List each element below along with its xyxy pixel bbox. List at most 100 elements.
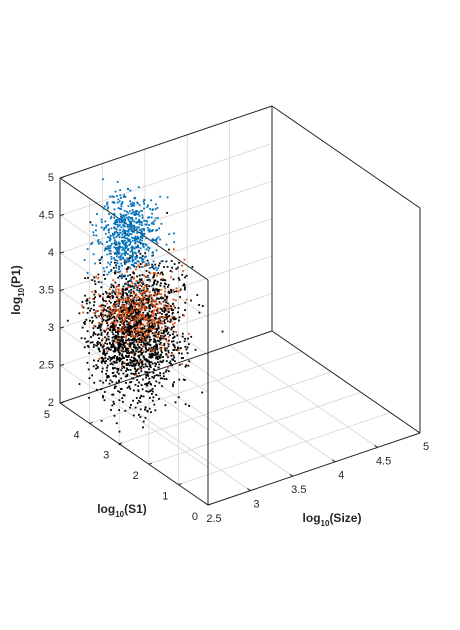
data-point	[159, 311, 161, 314]
data-point	[102, 358, 105, 360]
data-point	[153, 338, 155, 340]
data-point	[161, 322, 164, 325]
data-point	[114, 329, 117, 332]
data-point	[107, 306, 109, 309]
data-point	[164, 325, 167, 328]
data-point	[125, 311, 127, 314]
data-point	[103, 360, 106, 363]
data-point	[116, 219, 118, 221]
data-point	[155, 353, 158, 356]
data-point	[95, 224, 98, 227]
data-point	[115, 236, 118, 239]
data-point	[126, 270, 128, 273]
data-point	[136, 402, 139, 404]
data-point	[116, 321, 119, 324]
data-point	[109, 263, 111, 266]
data-point	[134, 242, 137, 245]
data-point	[145, 248, 148, 251]
data-point	[118, 409, 120, 411]
data-point	[93, 359, 95, 362]
data-point	[144, 332, 146, 335]
data-point	[115, 248, 117, 250]
data-point	[120, 215, 122, 218]
data-point	[103, 274, 105, 276]
data-point	[151, 362, 154, 365]
data-point	[108, 249, 111, 252]
data-point	[138, 280, 141, 283]
data-point	[158, 332, 161, 334]
data-point	[106, 273, 109, 276]
data-point	[141, 351, 144, 354]
data-point	[92, 234, 95, 237]
data-point	[124, 217, 126, 220]
data-point	[166, 342, 169, 345]
data-point	[145, 307, 148, 310]
data-point	[130, 220, 133, 223]
data-point	[100, 304, 103, 307]
data-point	[116, 335, 118, 338]
data-point	[146, 384, 148, 387]
data-point	[135, 340, 138, 343]
data-point	[178, 352, 180, 355]
data-point	[130, 347, 132, 349]
data-point	[158, 317, 161, 320]
data-point	[113, 216, 116, 219]
data-point	[148, 228, 151, 231]
data-point	[132, 253, 134, 256]
data-point	[116, 231, 119, 234]
data-point	[87, 345, 90, 348]
data-point	[122, 339, 124, 342]
data-point	[120, 293, 122, 295]
data-point	[137, 310, 140, 313]
data-point	[159, 360, 162, 363]
data-point	[116, 357, 119, 359]
data-point	[138, 211, 140, 213]
data-point	[116, 320, 119, 322]
z-tick-label: 2.5	[39, 359, 54, 371]
data-point	[102, 315, 105, 318]
data-point	[155, 394, 158, 396]
data-point	[143, 275, 146, 277]
data-point	[172, 288, 175, 291]
data-point	[167, 331, 170, 334]
data-point	[125, 214, 128, 216]
data-point	[81, 301, 84, 303]
data-point	[122, 327, 125, 329]
data-point	[123, 366, 126, 369]
data-point	[121, 366, 124, 369]
data-point	[162, 332, 165, 335]
data-point	[104, 362, 107, 365]
data-point	[130, 356, 133, 359]
data-point	[106, 346, 109, 349]
data-point	[163, 378, 166, 380]
data-point	[113, 335, 116, 338]
data-point	[134, 321, 136, 323]
data-point	[116, 246, 119, 249]
data-point	[122, 220, 125, 223]
data-point	[113, 312, 116, 315]
data-point	[145, 337, 148, 340]
data-point	[127, 286, 130, 289]
data-point	[98, 350, 101, 353]
data-point	[147, 318, 150, 321]
data-point	[160, 282, 162, 285]
data-point	[140, 314, 143, 317]
data-point	[122, 394, 125, 397]
data-point	[135, 252, 137, 255]
data-point	[110, 409, 112, 411]
data-point	[179, 288, 182, 291]
data-point	[103, 299, 105, 302]
data-point	[102, 395, 104, 397]
data-point	[137, 399, 140, 402]
data-point	[142, 355, 145, 357]
data-point	[122, 372, 125, 375]
data-point	[109, 235, 112, 238]
wall-grid-line	[59, 365, 209, 468]
data-point	[135, 331, 137, 334]
data-point	[173, 316, 176, 319]
data-point	[149, 322, 152, 324]
data-point	[122, 247, 125, 250]
data-point	[167, 291, 170, 294]
data-point	[118, 218, 120, 221]
axis-frame-edge	[59, 402, 209, 506]
